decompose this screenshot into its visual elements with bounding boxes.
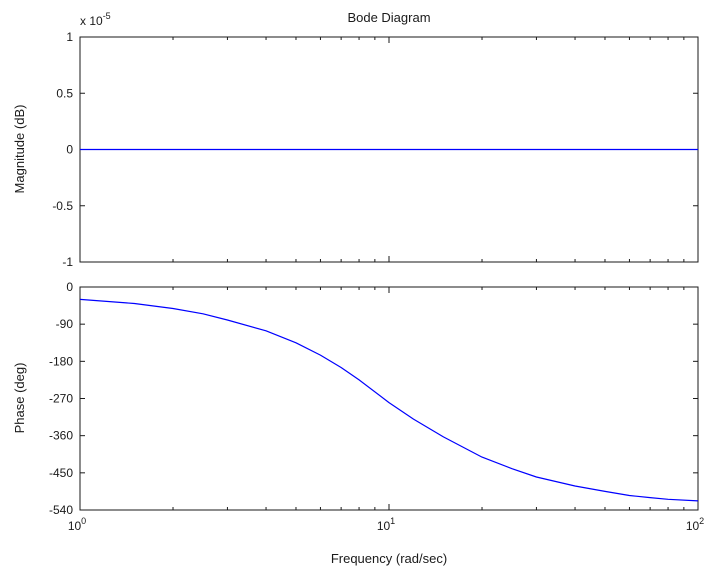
phase-series bbox=[79, 298, 699, 502]
phase-y-tick-label: 0 bbox=[66, 280, 73, 294]
phase-y-tick-label: -180 bbox=[49, 354, 73, 368]
magnitude-y-tick-label: -1 bbox=[62, 255, 73, 269]
magnitude-multiplier: x 10-5 bbox=[80, 11, 111, 28]
x-tick-label: 101 bbox=[377, 516, 395, 533]
phase-y-tick-label: -90 bbox=[56, 317, 74, 331]
magnitude-multiplier-base: x 10 bbox=[80, 14, 103, 28]
magnitude-multiplier-exponent: -5 bbox=[103, 11, 111, 21]
phase-y-tick-label: -360 bbox=[49, 429, 73, 443]
x-tick-base: 10 bbox=[377, 519, 391, 533]
phase-y-tick-label: -270 bbox=[49, 392, 73, 406]
magnitude-y-tick-label: 0.5 bbox=[56, 86, 73, 100]
magnitude-y-tick-label: 0 bbox=[66, 143, 73, 157]
magnitude-panel: 1 0.5 0 -0.5 -1 x 10-5 Magnitude (dB) bbox=[12, 11, 699, 269]
x-tick-base: 10 bbox=[68, 519, 82, 533]
x-axis-label: Frequency (rad/sec) bbox=[331, 551, 447, 566]
phase-y-label: Phase (deg) bbox=[12, 363, 27, 434]
phase-y-tick-label: -540 bbox=[49, 503, 73, 517]
x-tick-label: 100 bbox=[68, 516, 86, 533]
phase-series-line bbox=[79, 298, 699, 502]
phase-y-tick-label: -450 bbox=[49, 466, 73, 480]
x-tick-exponent: 2 bbox=[699, 516, 704, 526]
magnitude-y-tick-label: -0.5 bbox=[52, 199, 73, 213]
x-tick-exponent: 1 bbox=[390, 516, 395, 526]
x-tick-exponent: 0 bbox=[81, 516, 86, 526]
magnitude-y-tick-label: 1 bbox=[66, 30, 73, 44]
magnitude-ticks: 1 0.5 0 -0.5 -1 bbox=[52, 30, 699, 269]
magnitude-y-label: Magnitude (dB) bbox=[12, 105, 27, 194]
phase-axes-box bbox=[79, 286, 699, 511]
x-tick-base: 10 bbox=[686, 519, 700, 533]
chart-title: Bode Diagram bbox=[347, 10, 430, 25]
x-tick-label: 102 bbox=[686, 516, 704, 533]
